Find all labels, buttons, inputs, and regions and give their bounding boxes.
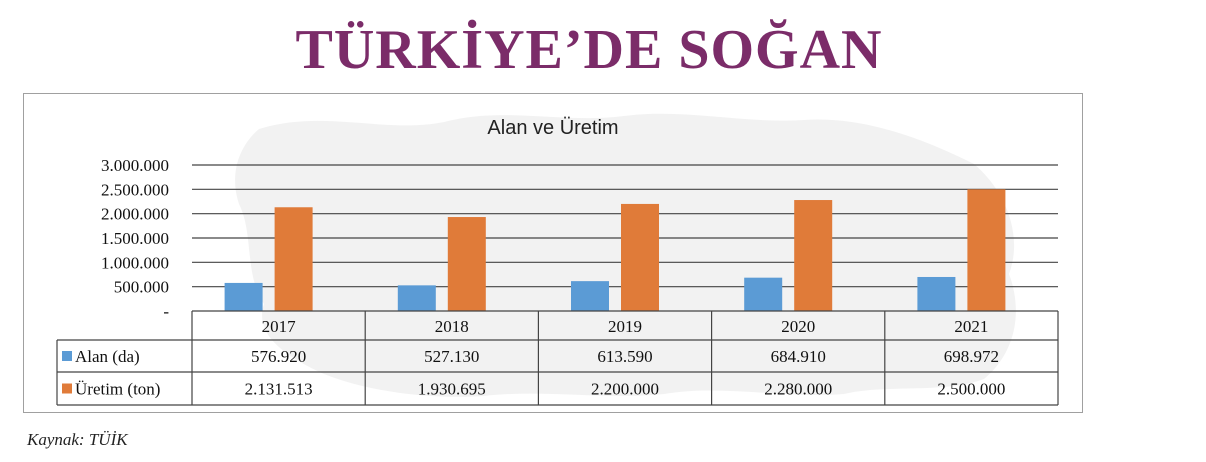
source-note: Kaynak: TÜİK <box>27 430 128 449</box>
bar-uretim <box>967 189 1006 311</box>
legend-swatch <box>62 351 72 361</box>
legend-swatch <box>62 383 72 394</box>
y-axis: - 500.000 1.000.000 1.500.000 2.000.000 2.500… <box>101 156 169 321</box>
bar-alan <box>917 276 956 311</box>
chart-frame: Alan ve Üretim - 500.000 1.000.000 1.500.00… <box>23 93 1083 413</box>
y-tick-label: 1.000.000 <box>101 253 169 272</box>
bar-uretim <box>621 203 659 311</box>
y-tick-label: 3.000.000 <box>101 156 169 175</box>
data-label: 2.200.000 <box>591 380 659 399</box>
data-label: 527.130 <box>424 347 479 366</box>
y-tick-label: 2.000.000 <box>101 205 169 224</box>
x-tick-label: 2019 <box>608 317 642 336</box>
data-label: 2.280.000 <box>764 380 832 399</box>
bar-alan <box>744 277 783 311</box>
x-tick-label: 2021 <box>954 317 988 336</box>
y-tick-label: 1.500.000 <box>101 229 169 248</box>
data-label: 613.590 <box>597 347 652 366</box>
y-tick-label: 2.500.000 <box>101 180 169 199</box>
data-label: 684.910 <box>771 347 826 366</box>
x-tick-label: 2018 <box>435 317 469 336</box>
bar-uretim <box>274 207 313 311</box>
data-label: 576.920 <box>251 347 306 366</box>
bar-uretim <box>447 217 486 311</box>
data-label: 2.131.513 <box>245 380 313 399</box>
bar-alan <box>571 281 609 311</box>
chart-title: Alan ve Üretim <box>487 117 618 139</box>
data-table: 2017 2018 2019 2020 2021 Alan (da) 576.920 527.… <box>56 310 1059 406</box>
data-label: 1.930.695 <box>418 380 486 399</box>
x-tick-label: 2017 <box>262 317 297 336</box>
x-tick-label: 2020 <box>781 317 815 336</box>
y-tick-label: 500.000 <box>114 278 169 297</box>
bars <box>224 189 1006 311</box>
legend-label: Üretim (ton) <box>75 380 160 399</box>
bar-alan <box>397 285 436 311</box>
legend-label: Alan (da) <box>75 347 140 366</box>
y-tick-label: - <box>163 302 169 321</box>
page-title: TÜRKİYE’DE SOĞAN <box>295 19 883 81</box>
data-label: 2.500.000 <box>937 380 1005 399</box>
data-label: 698.972 <box>944 347 999 366</box>
bar-uretim <box>794 200 833 311</box>
bar-alan <box>224 282 263 311</box>
chart-svg: Alan ve Üretim - 500.000 1.000.000 1.500.00… <box>56 117 1059 406</box>
